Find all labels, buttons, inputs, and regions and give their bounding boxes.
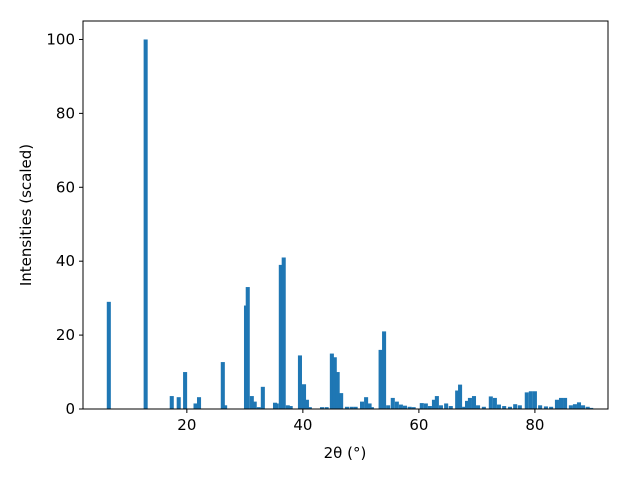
bar [324, 407, 329, 409]
bar [431, 399, 436, 409]
bar [554, 399, 559, 409]
bar [301, 384, 307, 409]
bar [344, 406, 349, 409]
bar [568, 405, 573, 409]
bar [304, 399, 309, 409]
bar [285, 405, 290, 409]
x-tick-label: 40 [293, 416, 312, 434]
bar [288, 406, 293, 409]
bar [513, 404, 518, 409]
y-tick-label: 100 [46, 30, 75, 48]
bar [411, 407, 416, 409]
x-axis-label: 2θ (°) [324, 444, 367, 462]
bar [543, 406, 548, 409]
bar [297, 355, 302, 409]
bar [576, 402, 582, 409]
y-tick-label: 20 [56, 326, 75, 344]
bar [369, 407, 374, 409]
bar [274, 403, 279, 409]
bar [402, 405, 407, 409]
bar [364, 397, 369, 409]
bar [532, 391, 537, 409]
bar [538, 405, 543, 409]
bar [332, 357, 337, 409]
y-tick-label: 0 [65, 400, 75, 418]
x-tick-label: 60 [409, 416, 428, 434]
bar [245, 287, 250, 409]
bar [488, 396, 493, 409]
bar [307, 407, 312, 409]
bar [448, 406, 453, 409]
bar [193, 403, 198, 409]
bar [367, 403, 372, 409]
bar [471, 396, 477, 409]
bar [220, 362, 225, 409]
bar [465, 400, 470, 409]
bar [281, 257, 286, 409]
bar [528, 391, 533, 409]
bar [256, 407, 261, 409]
bar [386, 405, 391, 409]
bar [278, 264, 283, 409]
x-tick-label: 20 [177, 416, 196, 434]
plot-frame [82, 20, 609, 410]
y-tick-label: 80 [56, 104, 75, 122]
bar [502, 406, 507, 409]
bar [444, 403, 449, 409]
bar [319, 407, 325, 409]
bar [496, 404, 501, 409]
bar [106, 301, 111, 409]
bar [585, 406, 590, 409]
bar [427, 406, 432, 409]
bar [390, 397, 395, 409]
bar [563, 397, 568, 409]
bar [378, 349, 383, 409]
bar [423, 403, 428, 409]
bar [398, 404, 403, 409]
bar [524, 392, 529, 409]
bar [589, 407, 594, 409]
bar [339, 393, 344, 409]
bar [176, 397, 181, 409]
bar [329, 353, 334, 409]
bar [462, 406, 467, 409]
bar [360, 401, 365, 409]
bar [260, 386, 265, 409]
bar [382, 331, 387, 409]
bar [507, 406, 512, 409]
bar [434, 396, 439, 409]
bar [183, 372, 188, 409]
bar [492, 397, 497, 409]
y-tick-label: 40 [56, 252, 75, 270]
bar [169, 396, 174, 409]
bar [467, 397, 472, 409]
y-axis-label: Intensities (scaled) [17, 144, 35, 286]
bar [349, 406, 354, 409]
bar [223, 405, 228, 409]
bar [407, 406, 412, 409]
bar [549, 406, 554, 409]
bar [458, 384, 463, 409]
bar [252, 401, 257, 409]
bar [196, 397, 202, 409]
bar [455, 390, 460, 409]
bar [517, 405, 522, 409]
bar [143, 39, 148, 409]
bar [394, 401, 399, 409]
bar [249, 396, 254, 409]
bar [581, 405, 586, 409]
bar [558, 397, 564, 409]
bar [335, 372, 340, 409]
x-tick-label: 80 [525, 416, 544, 434]
bar [353, 406, 358, 409]
y-tick-label: 60 [56, 178, 75, 196]
bar [476, 405, 481, 409]
bar [481, 406, 486, 409]
bar [438, 405, 443, 409]
bar [572, 404, 577, 409]
bar [419, 403, 424, 409]
